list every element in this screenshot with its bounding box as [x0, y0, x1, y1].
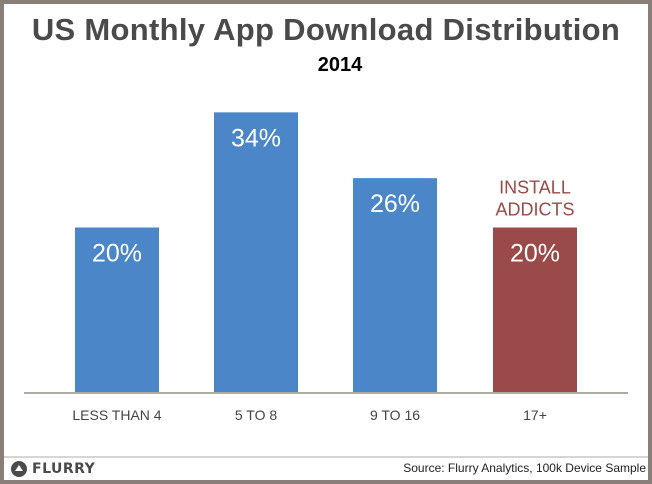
bar-4 — [493, 227, 577, 392]
annotation-line-1: INSTALL — [499, 178, 571, 198]
chart-subtitle: 2014 — [317, 54, 363, 76]
source-note: Source: Flurry Analytics, 100k Device Sa… — [403, 461, 646, 475]
bar-value-label-3: 26% — [370, 190, 420, 218]
x-tick-label-4: 17+ — [523, 407, 547, 423]
flurry-logo-icon — [11, 461, 27, 477]
chart-title: US Monthly App Download Distribution — [31, 12, 621, 47]
flurry-logo: FLURRY — [10, 459, 95, 479]
footer-divider — [4, 456, 648, 458]
chart-frame: US Monthly App Download Distribution 201… — [4, 4, 648, 480]
bar-2 — [214, 112, 298, 392]
annotation-line-2: ADDICTS — [495, 200, 574, 220]
bar-chart: 20% LESS THAN 4 34% 5 TO 8 26% 9 TO 16 20% 17+ I… — [24, 112, 628, 423]
x-tick-label-2: 5 TO 8 — [235, 407, 278, 423]
bar-value-label-2: 34% — [231, 124, 281, 152]
logo-text: FLURRY — [32, 461, 96, 477]
bar-3 — [353, 178, 437, 392]
bar-1 — [75, 227, 159, 392]
bar-value-label-4: 20% — [510, 240, 560, 268]
x-tick-label-1: LESS THAN 4 — [72, 407, 161, 423]
bar-value-label-1: 20% — [92, 240, 142, 268]
x-tick-label-3: 9 TO 16 — [370, 407, 420, 423]
